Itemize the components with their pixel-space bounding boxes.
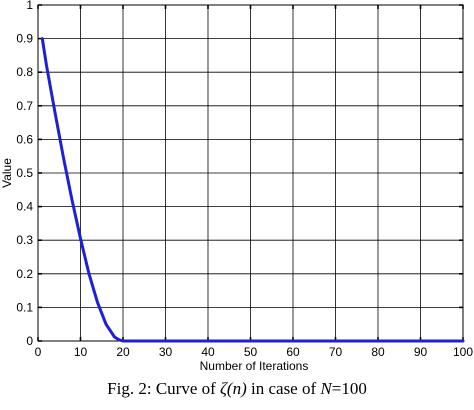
y-tick-label: 0.9 — [16, 32, 33, 46]
y-axis-label: Value — [0, 158, 14, 188]
x-tick-label: 80 — [371, 345, 385, 359]
x-tick-labels: 0 10 20 30 40 50 60 70 80 90 100 — [35, 345, 474, 359]
caption-symbol: ζ(n) — [220, 379, 247, 398]
x-tick-label: 20 — [116, 345, 130, 359]
figure-caption: Fig. 2: Curve of ζ(n) in case of N=100 — [0, 379, 474, 399]
y-tick-label: 0.5 — [16, 166, 33, 180]
x-tick-label: 40 — [201, 345, 215, 359]
grid-lines — [37, 4, 464, 342]
caption-middle: in case of — [246, 379, 321, 398]
y-tick-label: 0.3 — [16, 233, 33, 247]
x-tick-label: 70 — [329, 345, 343, 359]
x-axis-label: Number of Iterations — [200, 359, 309, 372]
y-tick-label: 0.4 — [16, 200, 33, 214]
x-tick-label: 60 — [286, 345, 300, 359]
series-line — [40, 37, 465, 343]
caption-variable: N — [320, 379, 332, 398]
x-tick-label: 50 — [244, 345, 258, 359]
x-tick-label: 100 — [453, 345, 473, 359]
y-tick-label: 0.6 — [16, 132, 33, 146]
y-tick-label: 0.8 — [16, 65, 33, 79]
y-tick-labels: 0 0.1 0.2 0.3 0.4 0.5 0.6 0.7 0.8 0.9 1 — [16, 0, 33, 348]
line-chart: 0 10 20 30 40 50 60 70 80 90 100 00.10.20.30.40.50… — [0, 0, 474, 372]
y-tick-label: 1 — [26, 0, 33, 12]
caption-suffix: =100 — [331, 379, 367, 398]
y-tick-label: 0.7 — [16, 99, 33, 113]
series-group — [40, 37, 465, 343]
x-tick-label: 10 — [74, 345, 88, 359]
x-tick-label: 0 — [35, 345, 42, 359]
y-tick-label: 0.2 — [16, 267, 33, 281]
y-tick-label: 0.1 — [16, 300, 33, 314]
caption-prefix: Fig. 2: Curve of — [107, 379, 221, 398]
y-tick-label: 0 — [26, 334, 33, 348]
x-tick-label: 90 — [414, 345, 428, 359]
x-tick-label: 30 — [159, 345, 173, 359]
